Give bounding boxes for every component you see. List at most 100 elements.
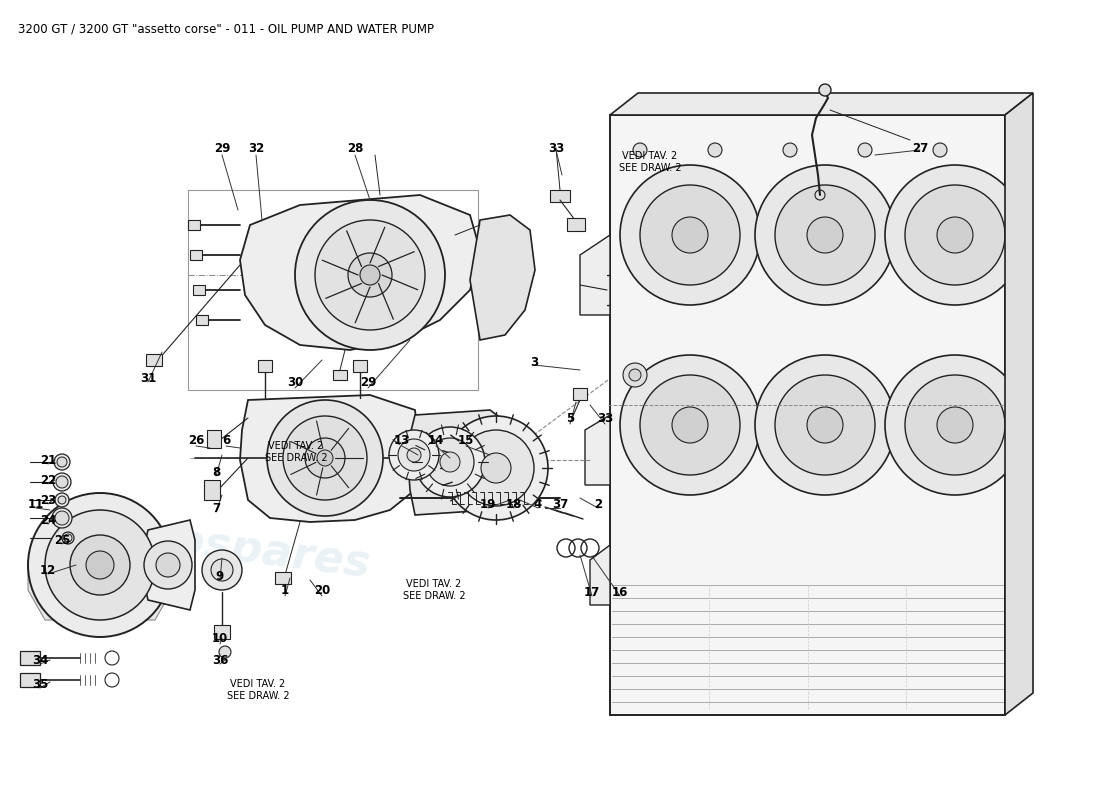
Text: VEDI TAV. 2
SEE DRAW. 2: VEDI TAV. 2 SEE DRAW. 2 — [265, 442, 328, 462]
Circle shape — [905, 375, 1005, 475]
Text: 29: 29 — [360, 375, 376, 389]
Text: 26: 26 — [188, 434, 205, 446]
Circle shape — [623, 363, 647, 387]
Circle shape — [315, 220, 425, 330]
Polygon shape — [580, 235, 611, 315]
Circle shape — [70, 535, 130, 595]
Circle shape — [755, 355, 895, 495]
Text: VEDI TAV. 2
SEE DRAW. 2: VEDI TAV. 2 SEE DRAW. 2 — [618, 151, 681, 173]
Bar — [258, 360, 272, 372]
Circle shape — [53, 473, 72, 491]
Circle shape — [55, 493, 69, 507]
Circle shape — [317, 450, 333, 466]
Bar — [196, 315, 208, 325]
Circle shape — [57, 457, 67, 467]
Text: eurospares: eurospares — [89, 510, 373, 586]
Text: 37: 37 — [552, 498, 568, 510]
Circle shape — [783, 143, 798, 157]
Text: 1: 1 — [280, 583, 289, 597]
Circle shape — [708, 143, 722, 157]
Circle shape — [415, 427, 485, 497]
Text: 24: 24 — [40, 514, 56, 526]
Text: 25: 25 — [54, 534, 70, 546]
Polygon shape — [1005, 93, 1033, 715]
Polygon shape — [240, 395, 420, 522]
Circle shape — [458, 430, 534, 506]
Circle shape — [305, 438, 345, 478]
Circle shape — [407, 448, 421, 462]
Text: 20: 20 — [314, 583, 330, 597]
Text: 15: 15 — [458, 434, 474, 446]
Circle shape — [64, 534, 72, 542]
Circle shape — [481, 453, 512, 483]
Text: 28: 28 — [346, 142, 363, 154]
Text: 8: 8 — [212, 466, 220, 478]
Text: eurospares: eurospares — [606, 298, 890, 374]
Circle shape — [54, 454, 70, 470]
Bar — [20, 651, 40, 665]
Text: 6: 6 — [222, 434, 230, 446]
Text: 21: 21 — [40, 454, 56, 466]
Circle shape — [640, 375, 740, 475]
Circle shape — [807, 217, 843, 253]
Circle shape — [144, 541, 192, 589]
Circle shape — [886, 355, 1025, 495]
Text: 11: 11 — [28, 498, 44, 511]
Polygon shape — [408, 410, 515, 515]
Circle shape — [629, 369, 641, 381]
Circle shape — [815, 190, 825, 200]
Bar — [566, 218, 585, 231]
Polygon shape — [140, 520, 195, 610]
Text: 3: 3 — [530, 355, 538, 369]
Circle shape — [360, 265, 379, 285]
Bar — [333, 370, 346, 380]
Circle shape — [398, 439, 430, 471]
Circle shape — [389, 430, 439, 480]
Bar — [204, 480, 220, 500]
Circle shape — [776, 185, 875, 285]
Text: 16: 16 — [612, 586, 628, 598]
Text: 19: 19 — [480, 498, 496, 510]
Circle shape — [886, 165, 1025, 305]
Circle shape — [620, 165, 760, 305]
Circle shape — [45, 510, 155, 620]
Circle shape — [426, 438, 474, 486]
Circle shape — [62, 532, 74, 544]
Polygon shape — [240, 195, 480, 350]
Bar — [550, 190, 570, 202]
Text: 12: 12 — [40, 563, 56, 577]
Polygon shape — [28, 565, 172, 620]
Circle shape — [156, 553, 180, 577]
Circle shape — [86, 551, 114, 579]
Circle shape — [937, 217, 974, 253]
Circle shape — [202, 550, 242, 590]
Text: 32: 32 — [248, 142, 264, 154]
Bar — [190, 250, 202, 260]
Text: 31: 31 — [140, 371, 156, 385]
Text: 4: 4 — [534, 498, 542, 510]
Text: 30: 30 — [287, 375, 304, 389]
Text: 33: 33 — [597, 411, 613, 425]
Circle shape — [640, 185, 740, 285]
Bar — [188, 220, 200, 230]
Text: 14: 14 — [428, 434, 444, 446]
Circle shape — [620, 355, 760, 495]
Circle shape — [52, 508, 72, 528]
Bar — [188, 190, 479, 390]
Circle shape — [807, 407, 843, 443]
Circle shape — [58, 496, 66, 504]
Circle shape — [858, 143, 872, 157]
Circle shape — [440, 452, 460, 472]
Text: 33: 33 — [548, 142, 564, 154]
Text: 3200 GT / 3200 GT "assetto corse" - 011 - OIL PUMP AND WATER PUMP: 3200 GT / 3200 GT "assetto corse" - 011 … — [18, 22, 434, 35]
Circle shape — [755, 165, 895, 305]
Text: 36: 36 — [212, 654, 228, 666]
Circle shape — [776, 375, 875, 475]
Text: 17: 17 — [584, 586, 601, 598]
Circle shape — [444, 416, 548, 520]
Circle shape — [283, 416, 367, 500]
Circle shape — [820, 84, 830, 96]
Bar — [353, 360, 367, 372]
Text: 9: 9 — [216, 570, 224, 582]
Bar — [192, 285, 205, 295]
